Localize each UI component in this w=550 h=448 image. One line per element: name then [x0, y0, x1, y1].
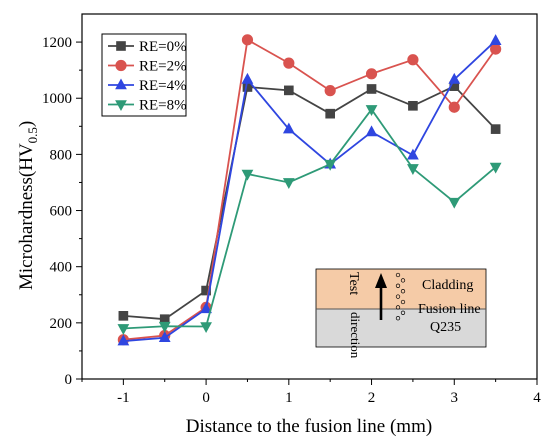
- data-point: [324, 159, 337, 171]
- data-point: [117, 334, 130, 346]
- y-tick-label: 0: [65, 372, 73, 388]
- legend-label: RE=8%: [139, 98, 187, 114]
- data-point: [365, 125, 378, 137]
- y-tick-label: 600: [50, 204, 73, 220]
- data-point: [201, 285, 211, 296]
- data-point: [241, 72, 254, 84]
- data-point: [407, 164, 419, 175]
- data-point: [365, 68, 378, 80]
- x-tick-label: 1: [285, 390, 293, 406]
- series-line: [123, 38, 497, 341]
- y-axis-title-subscript: 0.5: [25, 127, 40, 143]
- legend-marker: [115, 100, 127, 112]
- x-tick-label: 0: [202, 390, 210, 406]
- inset-test-point: [400, 278, 406, 283]
- y-tick-label: 400: [50, 260, 73, 276]
- series-line: [123, 40, 497, 342]
- y-tick-label: 200: [50, 316, 73, 332]
- y-tick-label: 1200: [42, 35, 72, 51]
- series-re-0-: [118, 81, 501, 325]
- plot-frame: [81, 13, 538, 380]
- data-point: [366, 84, 377, 94]
- data-point: [283, 85, 294, 96]
- inset-test-point: [395, 305, 401, 310]
- data-point: [241, 169, 254, 181]
- inset-test-points: [395, 272, 406, 321]
- data-point: [118, 311, 129, 321]
- x-tick-label: 4: [533, 390, 541, 406]
- inset-arrowhead: [375, 273, 387, 288]
- x-axis-title: Distance to the fusion line (mm): [186, 416, 432, 437]
- y-axis-title: Microhardness(HV0.5): [16, 121, 40, 290]
- legend-label: RE=4%: [139, 78, 187, 94]
- inset-test-point: [400, 289, 406, 294]
- inset-border: [315, 268, 487, 348]
- data-point: [282, 122, 295, 134]
- y-tick-label: 1000: [42, 91, 72, 107]
- x-tick-label: 2: [368, 390, 376, 406]
- data-point: [117, 324, 130, 336]
- data-point: [200, 302, 212, 314]
- data-point: [448, 197, 461, 209]
- data-point: [448, 72, 461, 84]
- inset-test-point: [400, 310, 406, 315]
- data-point: [283, 57, 295, 69]
- data-point: [158, 321, 171, 333]
- legend-label: RE=0%: [139, 39, 187, 55]
- inset-arrow-label-direction: direction: [348, 312, 363, 359]
- inset-fusion-line-label: Fusion line: [418, 302, 481, 317]
- legend: RE=0% RE=2% RE=4% RE=8%: [101, 33, 187, 117]
- data-point: [200, 322, 212, 334]
- data-series: [117, 34, 502, 346]
- series-line: [123, 85, 497, 321]
- data-point: [489, 162, 502, 174]
- inset-test-point: [395, 283, 401, 288]
- legend-marker: [115, 59, 127, 72]
- y-axis-title-close: ): [16, 121, 37, 127]
- legend-label: RE=2%: [139, 59, 187, 75]
- data-point: [407, 148, 419, 160]
- data-point: [490, 124, 501, 134]
- data-point: [158, 331, 171, 343]
- legend-marker: [116, 41, 126, 51]
- data-point: [489, 34, 502, 45]
- data-point: [241, 34, 254, 46]
- data-point: [408, 100, 418, 111]
- data-point: [448, 101, 460, 113]
- y-tick-label: 800: [50, 147, 73, 163]
- data-point: [325, 108, 336, 119]
- series-re-8-: [117, 105, 502, 336]
- inset-test-point: [400, 299, 406, 305]
- legend-box: [101, 33, 187, 117]
- data-point: [324, 85, 336, 97]
- x-tick-label: 3: [451, 390, 459, 406]
- x-tick-label: -1: [117, 390, 130, 406]
- inset-diagram: Test direction Cladding Fusion line Q235: [315, 268, 487, 359]
- inset-test-point: [395, 316, 401, 321]
- inset-test-point: [395, 272, 401, 278]
- axes: -1 0 1 2 3 4 0 200 400 600 800 1000 1200: [42, 13, 541, 406]
- data-point: [365, 105, 378, 117]
- legend-marker: [115, 78, 127, 90]
- inset-substrate-label: Q235: [430, 320, 461, 335]
- inset-substrate-region: [316, 309, 486, 347]
- inset-arrow-label-test: Test: [346, 272, 361, 295]
- y-axis-title-main: Microhardness(HV: [16, 143, 37, 290]
- series-line: [123, 107, 497, 330]
- data-point: [282, 178, 295, 190]
- data-point: [407, 54, 419, 66]
- inset-cladding-label: Cladding: [422, 278, 473, 293]
- inset-test-point: [395, 294, 401, 299]
- data-point: [490, 43, 502, 55]
